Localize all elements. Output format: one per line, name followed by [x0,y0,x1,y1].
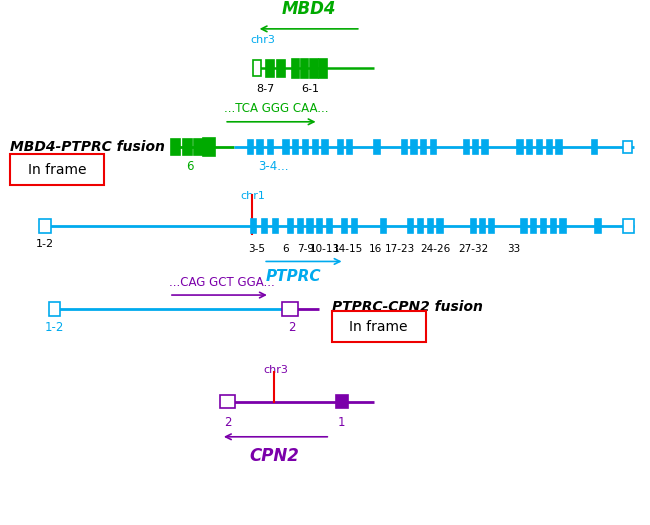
Bar [194,139,203,155]
Bar [257,140,263,154]
Text: 33: 33 [507,244,520,254]
Bar [352,219,357,233]
Bar [431,140,436,154]
Bar [10,154,104,185]
Text: 24-26: 24-26 [421,244,450,254]
Bar [527,140,532,154]
Text: chr1: chr1 [240,191,265,201]
Bar [347,140,352,154]
Text: In frame: In frame [27,163,86,176]
Bar [336,395,348,408]
Text: PTPRC: PTPRC [265,269,321,284]
Text: 3-4...: 3-4... [258,160,288,173]
Bar [489,219,494,233]
Bar [473,140,478,154]
Bar [374,140,380,154]
Text: 6: 6 [186,160,194,173]
Bar [262,219,267,233]
Bar [251,219,256,233]
Bar [327,219,332,233]
Bar [521,219,527,233]
Bar [547,140,552,154]
Bar [471,219,476,233]
Bar [551,219,556,233]
Text: 27-32: 27-32 [458,244,488,254]
Bar [282,302,298,316]
Bar [560,219,566,233]
Bar [307,219,313,233]
Text: 16: 16 [369,244,382,254]
Bar [408,219,413,233]
Bar [322,140,328,154]
Bar [556,140,562,154]
Text: 7-9: 7-9 [297,244,314,254]
Bar [49,302,60,316]
Bar [338,140,343,154]
Bar [541,219,546,233]
Text: 14-15: 14-15 [333,244,363,254]
Bar [332,311,426,342]
Text: MBD4: MBD4 [281,1,336,18]
Text: chr3: chr3 [263,365,288,375]
Bar [248,140,253,154]
Text: CPN2: CPN2 [249,447,299,465]
Bar [303,140,308,154]
Bar [480,219,485,233]
Bar [411,140,417,154]
Bar [537,140,542,154]
Text: 1: 1 [338,416,346,429]
Text: ...TCA GGG CAA...: ...TCA GGG CAA... [224,102,329,116]
Bar [203,138,215,156]
Bar [317,219,322,233]
Bar [402,140,407,154]
Bar [292,59,300,78]
Text: 6: 6 [283,244,289,254]
Bar [320,59,326,78]
Bar [293,140,298,154]
Text: MBD4-PTPRC fusion: MBD4-PTPRC fusion [10,140,164,154]
Bar [464,140,469,154]
Bar [418,219,423,233]
Text: ...CAG GCT GGA...: ...CAG GCT GGA... [169,276,275,289]
Bar [342,219,347,233]
Text: 6-1: 6-1 [301,84,319,94]
Text: 1-2: 1-2 [36,239,54,249]
Bar [252,60,261,76]
Bar [592,140,597,154]
Text: 10-13: 10-13 [310,244,340,254]
Bar [268,140,273,154]
Bar [288,219,293,233]
Bar [482,140,488,154]
Text: 2: 2 [288,321,296,334]
Bar [183,139,192,155]
Bar [428,219,433,233]
Bar [531,219,536,233]
Bar [313,140,318,154]
Bar [277,60,285,77]
Bar [283,140,289,154]
Bar [220,395,235,408]
Text: 1-2: 1-2 [45,321,64,334]
Bar [623,141,632,153]
Bar [421,140,426,154]
Bar [437,219,443,233]
Bar [273,219,278,233]
Bar [381,219,386,233]
Bar [298,219,303,233]
Bar [39,219,51,233]
Text: In frame: In frame [350,320,408,333]
Bar [265,60,274,77]
Bar [517,140,523,154]
Text: 17-23: 17-23 [385,244,415,254]
Bar [311,59,318,78]
Text: 8-7: 8-7 [256,84,274,94]
Text: 2: 2 [224,416,231,429]
Text: chr3: chr3 [250,35,275,45]
Text: PTPRC-CPN2 fusion: PTPRC-CPN2 fusion [332,300,482,314]
Bar [301,59,309,78]
Bar [623,219,634,233]
Bar [171,139,180,155]
Text: 3-5: 3-5 [248,244,265,254]
Bar [595,219,601,233]
